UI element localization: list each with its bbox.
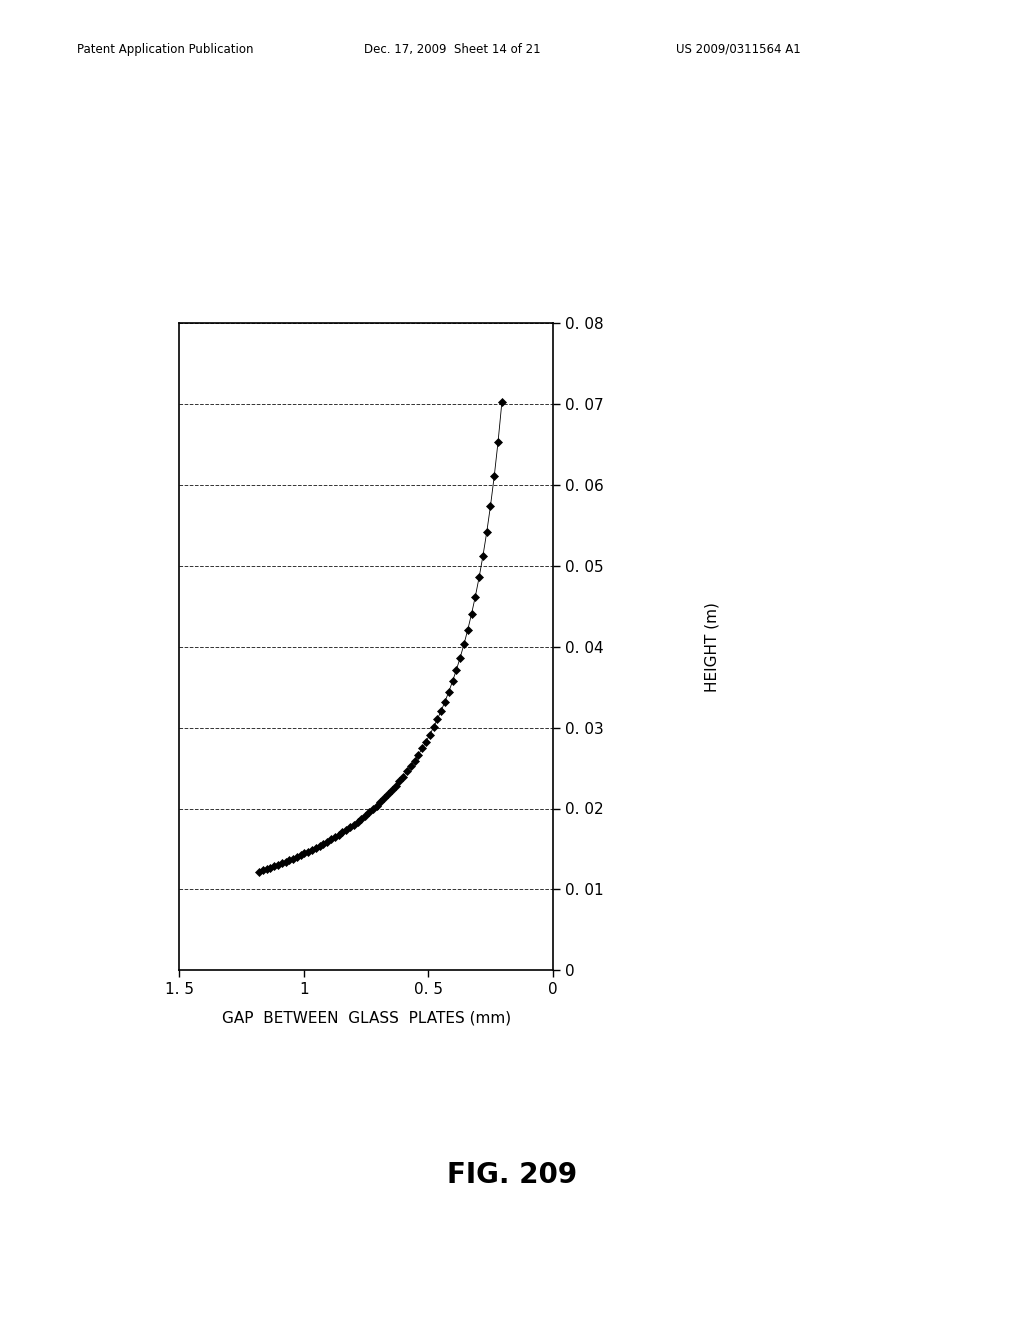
Text: FIG. 209: FIG. 209 [446, 1160, 578, 1189]
Text: Dec. 17, 2009  Sheet 14 of 21: Dec. 17, 2009 Sheet 14 of 21 [364, 42, 540, 55]
Text: Patent Application Publication: Patent Application Publication [77, 42, 253, 55]
X-axis label: GAP  BETWEEN  GLASS  PLATES (mm): GAP BETWEEN GLASS PLATES (mm) [221, 1011, 511, 1026]
Text: HEIGHT (m): HEIGHT (m) [705, 602, 719, 692]
Text: US 2009/0311564 A1: US 2009/0311564 A1 [676, 42, 801, 55]
